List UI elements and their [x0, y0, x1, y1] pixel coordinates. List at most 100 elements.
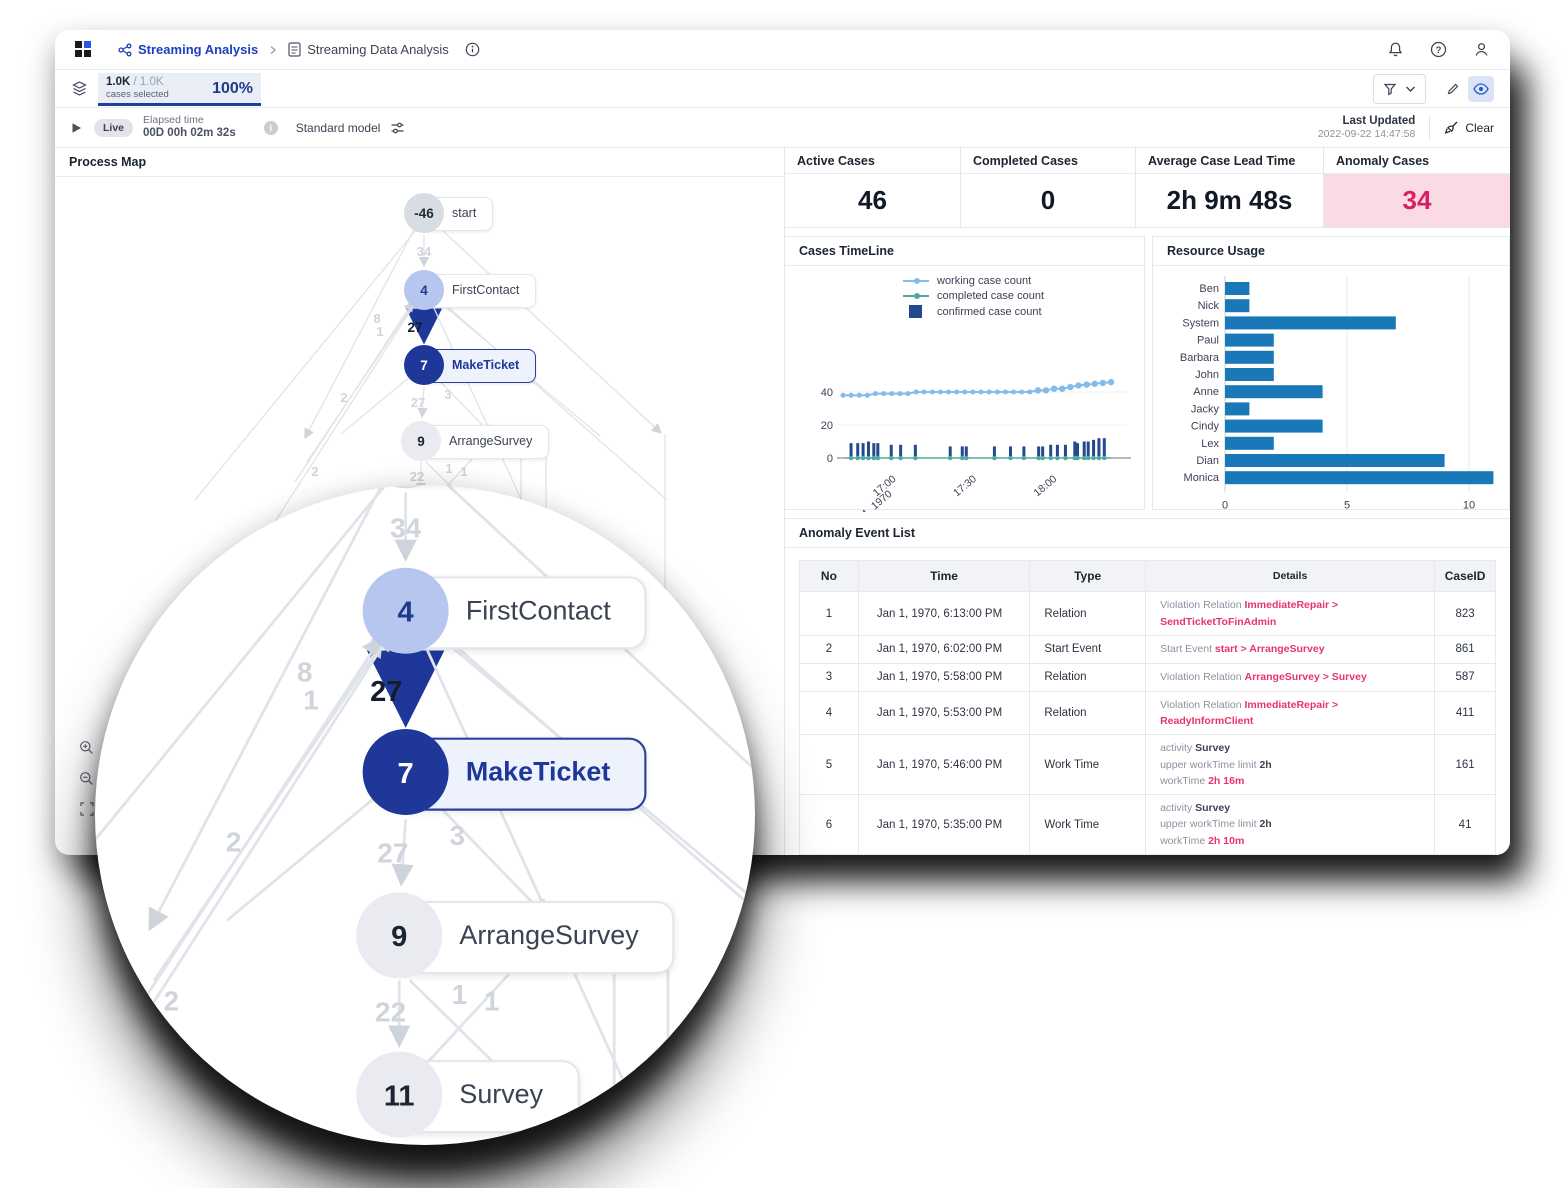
process-node-count: -46 — [362, 485, 449, 489]
breadcrumb-app[interactable]: Streaming Analysis — [118, 42, 258, 57]
kpi-value: 34 — [1402, 185, 1432, 216]
svg-text:1: 1 — [303, 685, 319, 716]
chevron-right-icon — [268, 45, 278, 55]
table-cell: Work Time — [1029, 735, 1145, 795]
table-cell: 161 — [1434, 735, 1495, 795]
process-node-first-contact[interactable]: FirstContact 4 — [404, 270, 537, 310]
table-row[interactable]: 3 Jan 1, 1970, 5:58:00 PM Relation Violatio… — [800, 662, 1495, 691]
edit-mode-button[interactable] — [1440, 76, 1466, 102]
layers-icon[interactable] — [71, 80, 88, 97]
breadcrumb-app-label: Streaming Analysis — [138, 42, 259, 57]
table-header-cell[interactable]: CaseID — [1434, 561, 1495, 592]
table-cell: Start Event — [1029, 635, 1145, 663]
elapsed-time-label: Elapsed time — [143, 114, 204, 127]
elapsed-time-value: 00D 00h 02m 32s — [143, 126, 236, 139]
table-cell: Jan 1, 1970, 5:58:00 PM — [857, 663, 1030, 691]
dashboard-card: 34 27 8 1 27 3 2 2 22 1 1 start -46 FirstContact 4 Make… — [55, 30, 1510, 855]
svg-text:Lex: Lex — [1201, 438, 1219, 450]
table-cell: 41 — [1434, 795, 1495, 854]
resource-usage-title: Resource Usage — [1153, 237, 1509, 267]
table-header-cell[interactable]: Time — [857, 561, 1030, 592]
table-cell: Violation Relation ArrangeSurvey > Surve… — [1145, 663, 1434, 691]
map-zoom-controls — [79, 740, 94, 816]
pencil-icon — [1446, 82, 1460, 96]
table-row[interactable]: 1 Jan 1, 1970, 6:13:00 PM Relation Violatio… — [800, 591, 1495, 635]
svg-text:Monica: Monica — [1184, 472, 1220, 484]
process-node-arrange-survey[interactable]: ArrangeSurvey 9 — [401, 421, 550, 461]
kpi-title: Average Case Lead Time — [1136, 148, 1323, 174]
process-node-first-contact[interactable]: FirstContact 4 — [362, 567, 648, 654]
legend-item: completed case count — [903, 290, 1044, 302]
fit-screen-icon[interactable] — [79, 802, 94, 816]
table-row[interactable]: 5 Jan 1, 1970, 5:46:00 PM Work Time activit… — [800, 734, 1495, 795]
user-icon[interactable] — [1473, 41, 1490, 58]
svg-text:Dian: Dian — [1196, 455, 1219, 467]
anomaly-event-table[interactable]: No Time Type Details CaseID 1 Jan 1, 1970, 6:1… — [799, 560, 1496, 855]
kpi-average-lead-time: Average Case Lead Time 2h 9m 48s — [1135, 148, 1323, 228]
sliders-icon[interactable] — [390, 121, 405, 135]
resource-usage-chart[interactable]: 0 5 10 Ben Nick System Paul Barbara John Anne Jack… — [1153, 266, 1509, 512]
last-updated-label: Last Updated — [1342, 114, 1416, 127]
process-node-start[interactable]: start-46 — [362, 485, 449, 489]
svg-text:17:30: 17:30 — [951, 473, 979, 499]
selection-toolbar: 1.0K / 1.0K cases selected 100% — [55, 70, 1510, 108]
model-name: Standard model — [295, 120, 381, 135]
magnified-process-map: 342781273222211start-46FirstContact4Make… — [95, 485, 755, 1145]
zoom-in-icon[interactable] — [79, 740, 94, 755]
info-filled-icon[interactable]: i — [263, 120, 278, 135]
svg-text:Anne: Anne — [1193, 386, 1219, 398]
table-cell: Work Time — [1029, 795, 1145, 854]
info-icon[interactable] — [465, 42, 480, 57]
table-header-cell[interactable]: No — [820, 569, 837, 584]
clear-button[interactable]: Clear — [1444, 120, 1494, 135]
chevron-down-icon — [1405, 85, 1416, 93]
cases-selected-widget[interactable]: 1.0K / 1.0K cases selected 100% — [98, 72, 261, 106]
app-logo-icon[interactable] — [75, 41, 92, 58]
table-header-cell[interactable]: Type — [1029, 561, 1145, 592]
table-row[interactable]: 2 Jan 1, 1970, 6:02:00 PM Start Event Start… — [800, 634, 1495, 663]
svg-text:System: System — [1182, 317, 1219, 329]
svg-text:Barbara: Barbara — [1180, 352, 1220, 364]
table-header-cell[interactable]: Details — [1145, 561, 1434, 592]
filter-icon — [1383, 82, 1397, 96]
svg-text:0: 0 — [827, 453, 833, 465]
table-cell: 587 — [1434, 663, 1495, 691]
kpi-active-cases: Active Cases 46 — [785, 148, 960, 227]
process-node-make-ticket[interactable]: MakeTicket 7 — [404, 345, 537, 385]
help-icon[interactable]: ? — [1430, 41, 1447, 58]
zoom-out-icon[interactable] — [79, 771, 94, 786]
kpi-title: Active Cases — [785, 148, 960, 174]
table-cell: 2 — [825, 643, 833, 656]
table-cell: 4 — [825, 707, 833, 720]
process-node-count: 9 — [356, 892, 443, 979]
breadcrumb-page[interactable]: Streaming Data Analysis — [288, 42, 449, 57]
svg-text:40: 40 — [821, 387, 833, 399]
status-bar: Live Elapsed time 00D 00h 02m 32s i Stan… — [55, 108, 1510, 148]
process-node-arrange-survey[interactable]: ArrangeSurvey 9 — [356, 892, 676, 979]
cases-selected-count: 1.0K — [106, 76, 131, 89]
process-node-start[interactable]: start-46 — [404, 193, 494, 233]
kpi-value: 46 — [858, 185, 887, 216]
view-mode-button[interactable] — [1468, 75, 1494, 102]
process-node-make-ticket[interactable]: MakeTicket 7 — [362, 729, 647, 815]
table-cell: 411 — [1434, 691, 1495, 735]
table-cell: 823 — [1434, 592, 1495, 635]
svg-text:27: 27 — [370, 676, 402, 708]
broom-icon — [1444, 120, 1459, 135]
cases-total-count: / 1.0K — [133, 76, 164, 89]
table-row[interactable]: 6 Jan 1, 1970, 5:35:00 PM Work Time activit… — [800, 794, 1495, 854]
table-cell: Start Event start > ArrangeSurvey — [1145, 635, 1434, 663]
table-row[interactable]: 4 Jan 1, 1970, 5:53:00 PM Relation Violatio… — [800, 690, 1495, 735]
anomaly-event-panel: Anomaly Event List No Time Type Details Case… — [785, 518, 1510, 855]
table-cell: Relation — [1029, 592, 1145, 635]
filter-button[interactable] — [1373, 73, 1426, 104]
bell-icon[interactable] — [1387, 41, 1404, 58]
play-icon[interactable] — [71, 122, 82, 134]
table-cell: Relation — [1029, 691, 1145, 735]
cases-progress-bar — [98, 102, 261, 106]
table-header-row: No Time Type Details CaseID — [800, 561, 1495, 592]
table-cell: Violation Relation ImmediateRepair > Rea… — [1145, 691, 1434, 735]
